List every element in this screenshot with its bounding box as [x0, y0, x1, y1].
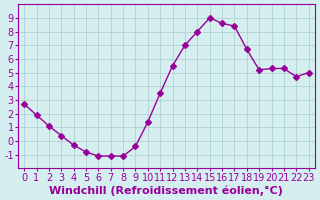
X-axis label: Windchill (Refroidissement éolien,°C): Windchill (Refroidissement éolien,°C)	[50, 185, 283, 196]
